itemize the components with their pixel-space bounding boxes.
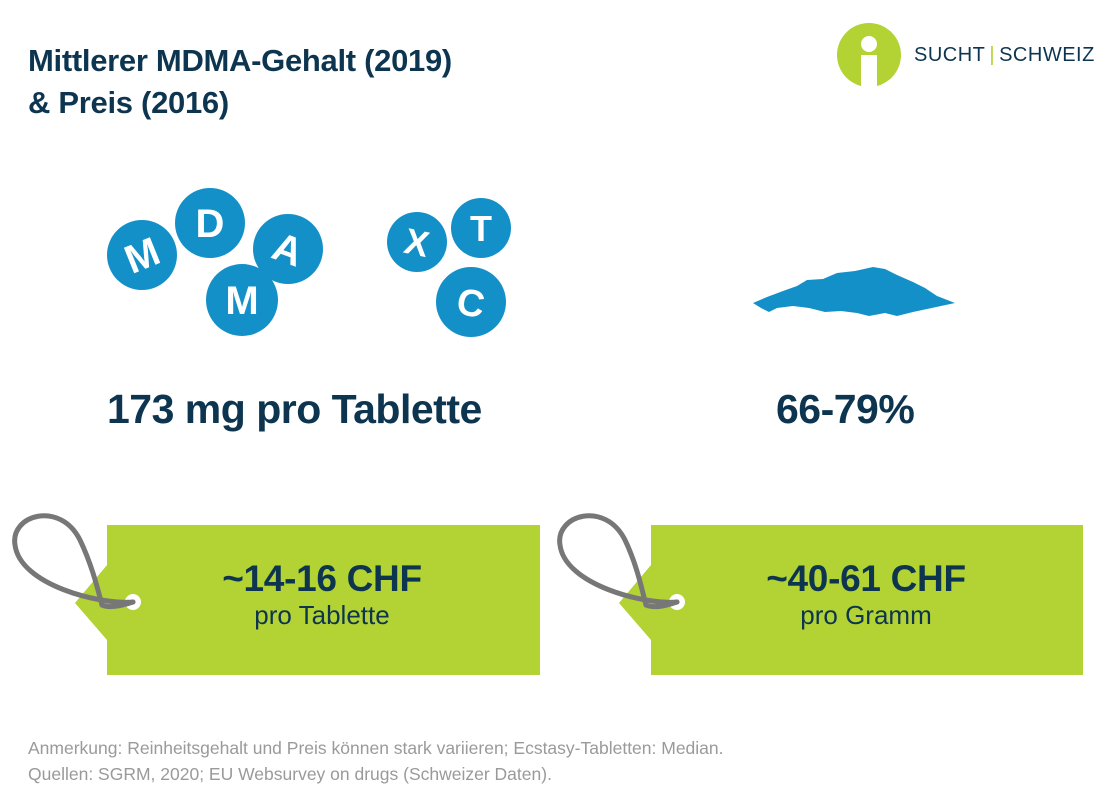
logo-person-icon <box>837 23 901 88</box>
pills-illustration: M D A M X T C <box>107 188 511 337</box>
pill-m1-circle <box>107 220 177 290</box>
logo-separator: | <box>989 44 996 66</box>
pill-group-xtc: X T C <box>387 198 511 337</box>
powder-pile-icon <box>753 267 955 316</box>
pill-m2-circle <box>206 264 278 336</box>
sucht-schweiz-logo: SUCHT | SCHWEIZ <box>836 22 1094 88</box>
pill-c-circle <box>436 267 506 337</box>
logo-text-right: SCHWEIZ <box>999 44 1095 66</box>
pill-t-letter: T <box>470 208 492 249</box>
price-tag-tablet-string <box>12 513 136 608</box>
footer-sources: Quellen: SGRM, 2020; EU Websurvey on dru… <box>28 764 552 784</box>
pill-d-letter: D <box>196 202 225 246</box>
tablet-price-unit: pro Tablette <box>254 600 390 630</box>
footer-notes: Anmerkung: Reinheitsgehalt und Preis kön… <box>28 735 724 787</box>
price-tag-gram-text: ~40-61 CHF pro Gramm <box>651 558 1081 630</box>
price-tag-gram-string <box>557 513 680 608</box>
price-tag-tablet-body <box>75 525 540 675</box>
footer-note: Anmerkung: Reinheitsgehalt und Preis kön… <box>28 738 724 758</box>
pill-x-circle <box>387 212 447 272</box>
price-tag-gram <box>557 513 1083 675</box>
price-tag-tablet-text: ~14-16 CHF pro Tablette <box>107 558 537 630</box>
pill-t-circle <box>451 198 511 258</box>
powder-purity-stat: 66-79% <box>776 386 915 432</box>
tablet-price: ~14-16 CHF <box>222 558 422 599</box>
price-tag-gram-body <box>619 525 1083 675</box>
price-tag-tablet <box>12 513 540 675</box>
logo-text-left: SUCHT <box>914 44 986 66</box>
title-line-2: & Preis (2016) <box>28 85 229 120</box>
pill-m2-letter: M <box>225 279 258 323</box>
gram-price-unit: pro Gramm <box>800 600 932 630</box>
gram-price: ~40-61 CHF <box>766 558 966 599</box>
infographic-title: Mittlerer MDMA-Gehalt (2019) & Preis (20… <box>28 40 452 124</box>
pill-d-circle <box>175 188 245 258</box>
title-line-1: Mittlerer MDMA-Gehalt (2019) <box>28 43 452 78</box>
tablet-content-stat: 173 mg pro Tablette <box>107 386 482 432</box>
logo-wordmark: SUCHT | SCHWEIZ <box>914 44 1095 67</box>
pill-group-mdma: M D A M <box>107 188 323 336</box>
pill-a-circle <box>253 214 323 284</box>
